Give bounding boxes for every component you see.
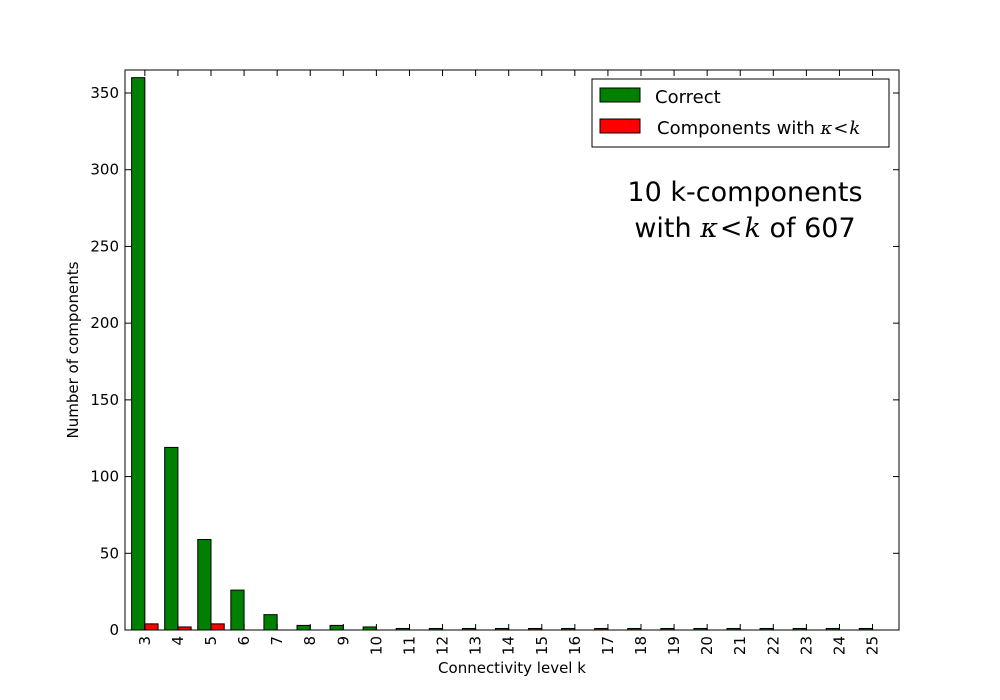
- x-tick-label-10: 10: [367, 636, 385, 655]
- bar-components-with-k3: [144, 623, 159, 631]
- x-tick-label-5: 5: [202, 636, 220, 646]
- x-tick-label-21: 21: [731, 636, 749, 655]
- x-tick-label-13: 13: [467, 636, 485, 655]
- x-tick-label-3: 3: [136, 636, 154, 646]
- bar-correct-k7: [263, 614, 278, 631]
- x-tick-label-20: 20: [698, 636, 716, 655]
- legend-box: [591, 78, 890, 148]
- x-tick-label-11: 11: [400, 636, 418, 655]
- y-tick-label-0: 0: [109, 621, 119, 639]
- x-tick-label-15: 15: [533, 636, 551, 655]
- legend-swatch-correct: [599, 87, 641, 103]
- annotation-suffix: of 607: [761, 213, 856, 244]
- x-tick-label-12: 12: [434, 636, 452, 655]
- annotation: 10 k-components with κ<k of 607: [627, 177, 862, 244]
- legend-label-components-with: Components with κ<k: [657, 118, 860, 139]
- bar-correct-k9: [329, 624, 344, 631]
- y-tick-label-250: 250: [90, 237, 119, 255]
- x-tick-label-24: 24: [830, 636, 848, 655]
- x-tick-label-9: 9: [334, 636, 352, 646]
- bar-correct-k4: [164, 446, 179, 631]
- legend-label-prefix: Components with: [657, 118, 821, 139]
- x-tick-label-23: 23: [797, 636, 815, 655]
- y-tick-label-200: 200: [90, 314, 119, 332]
- x-tick-label-18: 18: [632, 636, 650, 655]
- annotation-math-kappa: κ: [699, 213, 718, 244]
- x-axis-title: Connectivity level k: [438, 659, 586, 677]
- y-tick-label-50: 50: [100, 544, 119, 562]
- legend-label-correct: Correct: [655, 87, 721, 108]
- x-tick-label-17: 17: [599, 636, 617, 655]
- y-axis-title: Number of components: [64, 261, 82, 438]
- x-tick-label-16: 16: [566, 636, 584, 655]
- annotation-line-1: 10 k-components: [627, 177, 862, 208]
- bar-correct-k3: [131, 77, 146, 631]
- y-axis: 0 50 100 150 200 250 300 350: [90, 84, 899, 639]
- bars-layer: [131, 77, 874, 631]
- legend-swatch-components-with: [599, 118, 641, 134]
- x-tick-label-19: 19: [665, 636, 683, 655]
- y-tick-label-350: 350: [90, 84, 119, 102]
- bar-correct-k8: [296, 624, 311, 631]
- y-tick-label-100: 100: [90, 468, 119, 486]
- annotation-math-k: k: [745, 213, 761, 244]
- bar-correct-k6: [230, 589, 245, 631]
- x-tick-label-7: 7: [268, 636, 286, 646]
- legend-math-k: k: [849, 118, 860, 139]
- bar-correct-k5: [197, 538, 212, 631]
- x-tick-label-14: 14: [500, 636, 518, 655]
- plot-frame: [124, 69, 900, 631]
- annotation-line-2: with κ<k of 607: [634, 213, 855, 244]
- annotation-math-less-than: <: [720, 213, 743, 244]
- legend: Correct Components with κ<k: [591, 78, 890, 148]
- legend-math-less-than: <: [833, 118, 848, 139]
- x-tick-label-25: 25: [864, 636, 882, 655]
- legend-math-kappa: κ: [820, 118, 833, 139]
- x-tick-label-22: 22: [764, 636, 782, 655]
- y-tick-label-300: 300: [90, 161, 119, 179]
- y-tick-label-150: 150: [90, 391, 119, 409]
- x-tick-label-8: 8: [301, 636, 319, 646]
- annotation-prefix: with: [634, 213, 700, 244]
- bar-components-with-k5: [210, 623, 225, 631]
- x-axis: 3 4 5 6 7 8 9 10 11 12 13 14 15 16 17 18 19 20 21 22 23 24 25: [136, 70, 882, 655]
- x-tick-label-6: 6: [235, 636, 253, 646]
- x-tick-label-4: 4: [169, 636, 187, 646]
